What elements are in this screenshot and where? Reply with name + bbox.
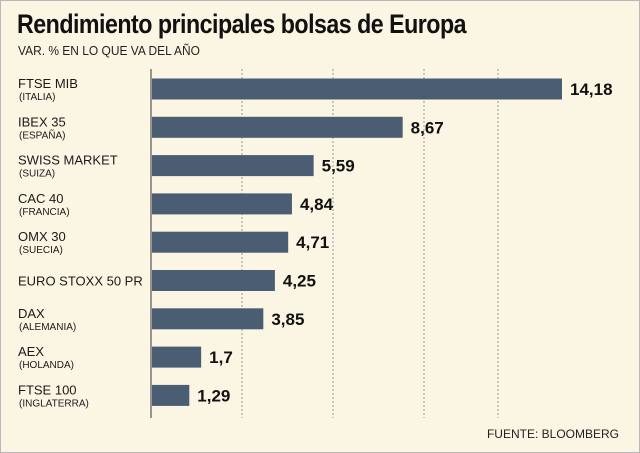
category-sublabel: (SUECIA) (19, 245, 63, 256)
category-sublabel: (INGLATERRA) (19, 398, 89, 409)
bar (152, 78, 562, 100)
value-label: 4,71 (296, 233, 329, 252)
category-label: FTSE 100 (18, 382, 77, 397)
bar (152, 116, 403, 138)
category-label: OMX 30 (18, 229, 66, 244)
chart-title: Rendimiento principales bolsas de Europa (17, 9, 467, 39)
category-label: IBEX 35 (18, 114, 66, 129)
category-label: SWISS MARKET (18, 153, 118, 168)
category-sublabel: (ITALIA) (19, 92, 55, 103)
value-label: 14,18 (570, 80, 613, 99)
value-label: 5,59 (322, 157, 355, 176)
bar (152, 193, 292, 215)
bar (152, 231, 289, 253)
value-label: 4,84 (300, 195, 334, 214)
value-label: 4,25 (283, 272, 316, 291)
bar (152, 308, 264, 330)
value-label: 8,67 (411, 118, 444, 137)
value-label: 3,85 (271, 310, 304, 329)
bar (152, 346, 202, 368)
value-label: 1,7 (209, 348, 233, 367)
category-label: DAX (18, 306, 45, 321)
source-note: FUENTE: BLOOMBERG (486, 427, 619, 441)
category-sublabel: (ALEMANIA) (19, 322, 76, 333)
category-label: CAC 40 (18, 191, 64, 206)
category-sublabel: (SUIZA) (19, 169, 55, 180)
bar (152, 270, 275, 291)
category-sublabel: (ESPAÑA) (19, 128, 66, 141)
value-label: 1,29 (197, 386, 230, 405)
category-label: FTSE MIB (18, 76, 78, 91)
category-label: EURO STOXX 50 PR (18, 274, 143, 289)
bar (152, 155, 314, 177)
category-label: AEX (18, 344, 44, 359)
category-sublabel: (FRANCIA) (19, 207, 70, 218)
chart-subtitle: VAR. % EN LO QUE VA DEL AÑO (18, 43, 200, 58)
category-sublabel: (HOLANDA) (19, 360, 74, 371)
bar (152, 384, 190, 406)
